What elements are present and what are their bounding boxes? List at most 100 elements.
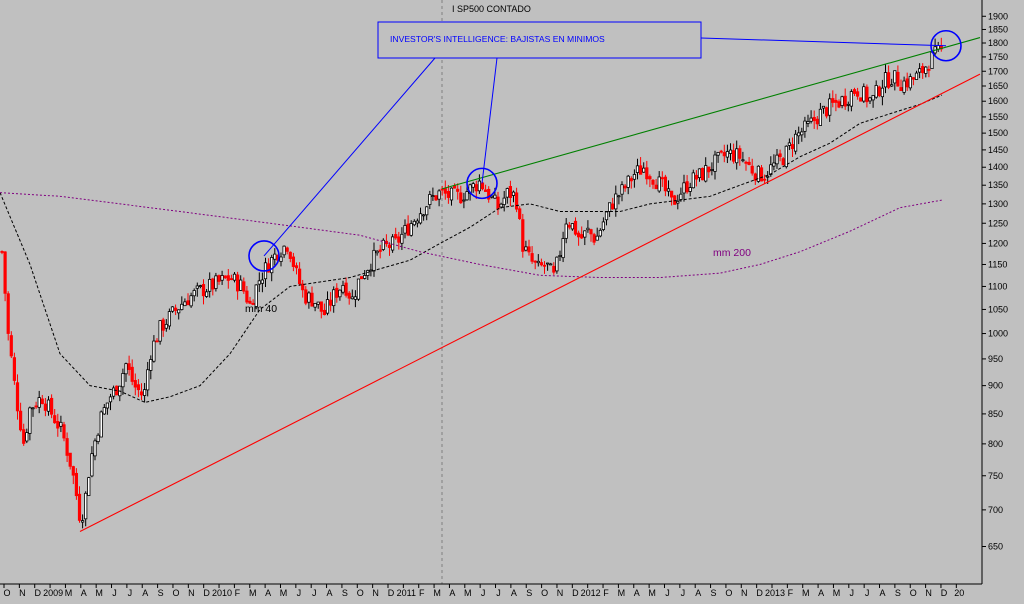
candle-body	[887, 72, 891, 88]
callout-line	[700, 37, 947, 47]
candle-body	[518, 208, 522, 220]
candle	[260, 272, 265, 293]
candle-body	[167, 311, 171, 327]
candle	[366, 269, 370, 280]
candle	[905, 72, 909, 91]
candle	[620, 181, 624, 202]
candle	[211, 277, 215, 296]
candle-body	[105, 402, 109, 409]
candle	[180, 296, 184, 311]
candle-body	[843, 95, 847, 107]
y-tick-label: 1650	[988, 81, 1008, 91]
candle	[77, 486, 82, 523]
candle	[285, 246, 289, 255]
candle-body	[180, 303, 184, 310]
candle	[775, 148, 779, 169]
candle	[837, 99, 841, 109]
candle	[573, 217, 578, 236]
candle-body	[701, 167, 705, 181]
candle	[142, 383, 147, 403]
candle	[99, 410, 103, 438]
candle	[350, 289, 354, 300]
candle	[595, 227, 599, 241]
candle-body	[446, 191, 451, 198]
candle	[632, 169, 637, 188]
candle-body	[728, 149, 733, 154]
candle-body	[257, 280, 261, 285]
candle	[688, 182, 692, 197]
candle	[527, 239, 531, 256]
candle-body	[499, 203, 503, 208]
candle-body	[614, 193, 618, 210]
candle-body	[71, 466, 75, 476]
candle-body	[831, 98, 835, 103]
candle-body	[421, 214, 426, 217]
callout-line	[263, 57, 436, 257]
x-tick-label: J	[665, 588, 670, 598]
candle-body	[511, 191, 516, 196]
candle	[462, 192, 466, 209]
candle-body	[555, 256, 559, 272]
y-tick-label: 1350	[988, 180, 1008, 190]
candle-body	[725, 151, 730, 158]
candle-body	[546, 262, 550, 265]
y-tick-label: 1100	[988, 281, 1007, 291]
candle-body	[930, 51, 934, 70]
candle-body	[195, 285, 199, 289]
candle	[344, 277, 348, 298]
candle-body	[77, 493, 82, 521]
candle	[719, 149, 723, 154]
candle	[459, 185, 463, 204]
candle	[707, 166, 711, 178]
candle-body	[657, 176, 661, 192]
candle	[335, 283, 339, 303]
candle-body	[56, 421, 60, 429]
candle-body	[22, 429, 26, 444]
candle	[152, 335, 156, 363]
candle-body	[738, 148, 742, 159]
x-tick-label: 2012	[581, 588, 601, 598]
candle	[756, 165, 761, 183]
candle-body	[239, 279, 243, 291]
candle	[124, 362, 128, 382]
candle-body	[146, 369, 150, 391]
candle	[515, 187, 519, 213]
candle	[409, 220, 413, 237]
candle-body	[558, 254, 562, 257]
candle	[611, 197, 615, 210]
candle-body	[226, 275, 230, 281]
candle	[31, 407, 35, 417]
candle-body	[102, 407, 106, 415]
candle-body	[918, 68, 922, 73]
candle	[46, 396, 51, 416]
x-tick-label: F	[788, 588, 794, 598]
candle-body	[914, 72, 919, 80]
x-tick-label: M	[833, 588, 841, 598]
candle-body	[769, 164, 773, 176]
candle	[229, 274, 233, 281]
candle	[818, 102, 823, 126]
candle	[825, 106, 829, 119]
candle-body	[425, 206, 429, 216]
candle-body	[211, 278, 215, 290]
candle	[803, 116, 807, 138]
candle-body	[449, 187, 454, 201]
candle	[846, 101, 850, 112]
resistance-trendline	[441, 37, 981, 190]
candle	[862, 83, 866, 103]
candle-body	[877, 86, 881, 96]
candle	[155, 338, 159, 343]
candle-body	[719, 150, 723, 153]
candle-body	[288, 251, 292, 259]
candle	[794, 129, 798, 155]
candle	[96, 433, 100, 445]
candle-body	[465, 191, 469, 201]
mm200-line	[0, 192, 943, 279]
candle	[65, 432, 69, 463]
candle-body	[217, 275, 221, 282]
x-tick-label: D	[388, 588, 395, 598]
candle-body	[28, 407, 32, 434]
candle-body	[772, 162, 776, 167]
candle	[772, 154, 776, 171]
candle-body	[707, 166, 711, 173]
